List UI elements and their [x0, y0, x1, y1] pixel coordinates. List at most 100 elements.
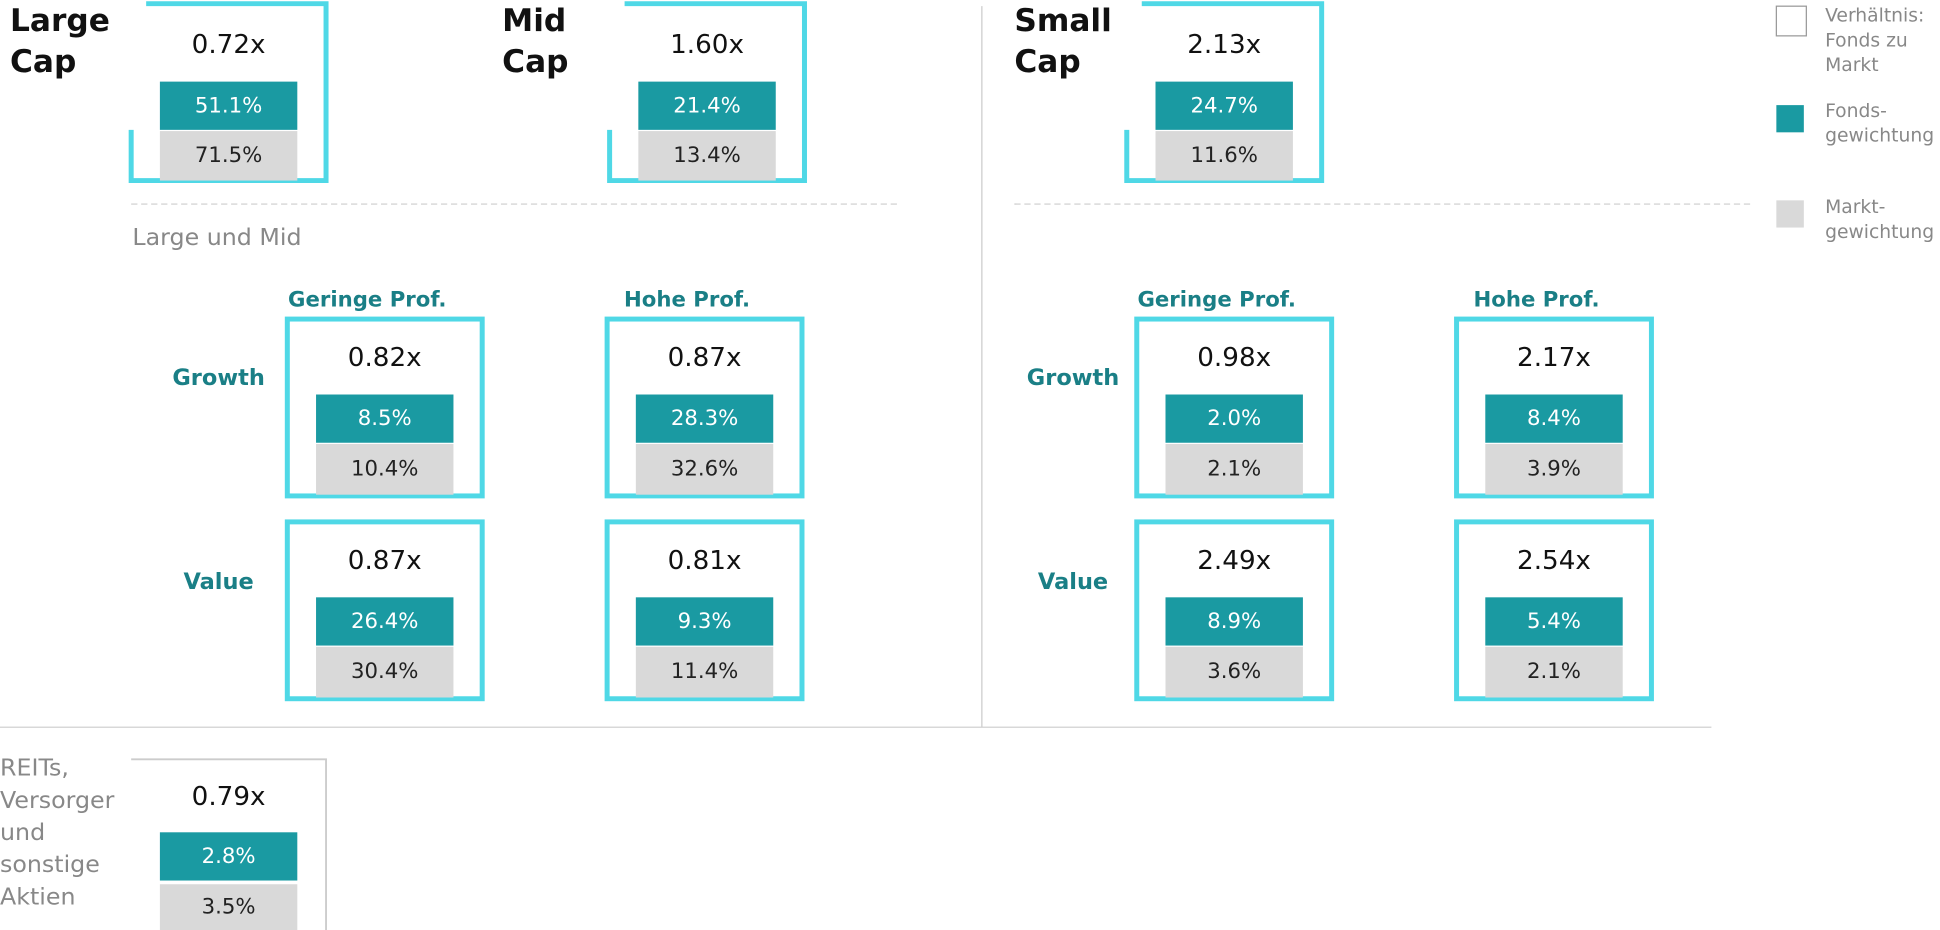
- other-label: sonstige: [0, 850, 100, 878]
- market-bar: [1485, 443, 1623, 495]
- fund-weight: 51.1%: [195, 92, 262, 117]
- legend-swatch: [1776, 105, 1804, 133]
- fund-bar: [1165, 394, 1303, 443]
- section-label: Mid: [502, 3, 566, 39]
- fund-bar: [635, 394, 774, 443]
- legend-label: Fonds zu: [1825, 30, 1908, 51]
- ratio: 2.13x: [1187, 30, 1261, 60]
- legend-label: Verhältnis:: [1825, 6, 1924, 27]
- fund-bar: [316, 597, 454, 646]
- box: [1454, 519, 1654, 702]
- legend-label: gewichtung: [1825, 126, 1934, 147]
- ratio: 2.54x: [1517, 546, 1591, 576]
- market-bar: [316, 443, 454, 495]
- legend-label: gewichtung: [1825, 222, 1934, 243]
- market-bar: [635, 646, 774, 698]
- market-bar: [1155, 131, 1293, 181]
- column-header: Geringe Prof.: [1137, 287, 1295, 312]
- column-header: Hohe Prof.: [624, 287, 750, 312]
- row-label: Growth: [172, 365, 264, 391]
- other-label: Aktien: [0, 882, 76, 910]
- fund-bar: [159, 81, 298, 130]
- market-weight: 11.6%: [1190, 142, 1257, 167]
- market-weight: 10.4%: [351, 455, 418, 480]
- market-weight: 3.5%: [202, 894, 256, 919]
- box: [1134, 316, 1335, 499]
- ratio: 0.87x: [668, 343, 742, 373]
- fund-weight: 2.0%: [1207, 405, 1261, 430]
- ratio: 0.72x: [192, 30, 266, 60]
- market-bar: [1165, 443, 1303, 495]
- fund-weight: 24.7%: [1190, 92, 1257, 117]
- legend-label: Markt: [1825, 55, 1879, 76]
- ratio: 0.79x: [192, 782, 266, 812]
- box: [284, 316, 485, 499]
- ratio: 0.87x: [348, 546, 422, 576]
- market-bar: [159, 884, 298, 930]
- market-bar: [635, 443, 774, 495]
- row-label: Growth: [1027, 365, 1119, 391]
- fund-weight: 26.4%: [351, 608, 418, 633]
- legend-label: Fonds-: [1825, 101, 1887, 122]
- ratio: 2.49x: [1197, 546, 1271, 576]
- market-bar: [638, 131, 776, 181]
- ratio: 0.98x: [1197, 343, 1271, 373]
- row-label: Value: [1038, 569, 1108, 595]
- market-bar: [1485, 646, 1623, 698]
- box: [604, 316, 805, 499]
- market-weight: 3.6%: [1207, 658, 1261, 683]
- ratio: 0.82x: [348, 343, 422, 373]
- market-weight: 71.5%: [195, 142, 262, 167]
- box: [284, 519, 485, 702]
- fund-weight: 21.4%: [673, 92, 740, 117]
- other-label: REITs,: [0, 754, 69, 782]
- fund-bar: [635, 597, 774, 646]
- legend-label: Markt-: [1825, 197, 1885, 218]
- market-weight: 3.9%: [1527, 455, 1581, 480]
- legend-swatch: [1776, 200, 1804, 228]
- section-label: Small: [1014, 3, 1111, 39]
- section-label: Cap: [1014, 44, 1080, 80]
- box: [131, 758, 327, 930]
- market-bar: [316, 646, 454, 698]
- market-weight: 30.4%: [351, 658, 418, 683]
- fund-bar: [316, 394, 454, 443]
- legend-swatch: [1775, 5, 1807, 37]
- box: [1454, 316, 1654, 499]
- market-weight: 13.4%: [673, 142, 740, 167]
- column-header: Hohe Prof.: [1474, 287, 1600, 312]
- fund-weight: 28.3%: [671, 405, 738, 430]
- fund-bar: [1485, 394, 1623, 443]
- market-weight: 11.4%: [671, 658, 738, 683]
- other-label: Versorger: [0, 786, 115, 814]
- fund-bar: [638, 81, 776, 130]
- fund-weight: 2.8%: [202, 843, 256, 868]
- ratio: 2.17x: [1517, 343, 1591, 373]
- section-label: Cap: [502, 44, 568, 80]
- fund-bar: [1485, 597, 1623, 646]
- market-weight: 2.1%: [1207, 455, 1261, 480]
- box: [607, 1, 807, 184]
- section-label: Cap: [10, 44, 76, 80]
- subheading: Large und Mid: [132, 223, 301, 251]
- column-header: Geringe Prof.: [288, 287, 446, 312]
- ratio: 0.81x: [668, 546, 742, 576]
- fund-bar: [1165, 597, 1303, 646]
- market-bar: [1165, 646, 1303, 698]
- row-label: Value: [183, 569, 253, 595]
- fund-bar: [159, 832, 298, 881]
- box: [1124, 1, 1325, 184]
- box: [128, 1, 329, 184]
- fund-weight: 8.9%: [1207, 608, 1261, 633]
- ratio: 1.60x: [670, 30, 744, 60]
- market-weight: 32.6%: [671, 455, 738, 480]
- fund-bar: [1155, 81, 1293, 130]
- market-weight: 2.1%: [1527, 658, 1581, 683]
- box: [1134, 519, 1335, 702]
- other-label: und: [0, 818, 45, 846]
- fund-weight: 9.3%: [678, 608, 732, 633]
- section-label: Large: [10, 3, 110, 39]
- box: [604, 519, 805, 702]
- fund-weight: 8.5%: [358, 405, 412, 430]
